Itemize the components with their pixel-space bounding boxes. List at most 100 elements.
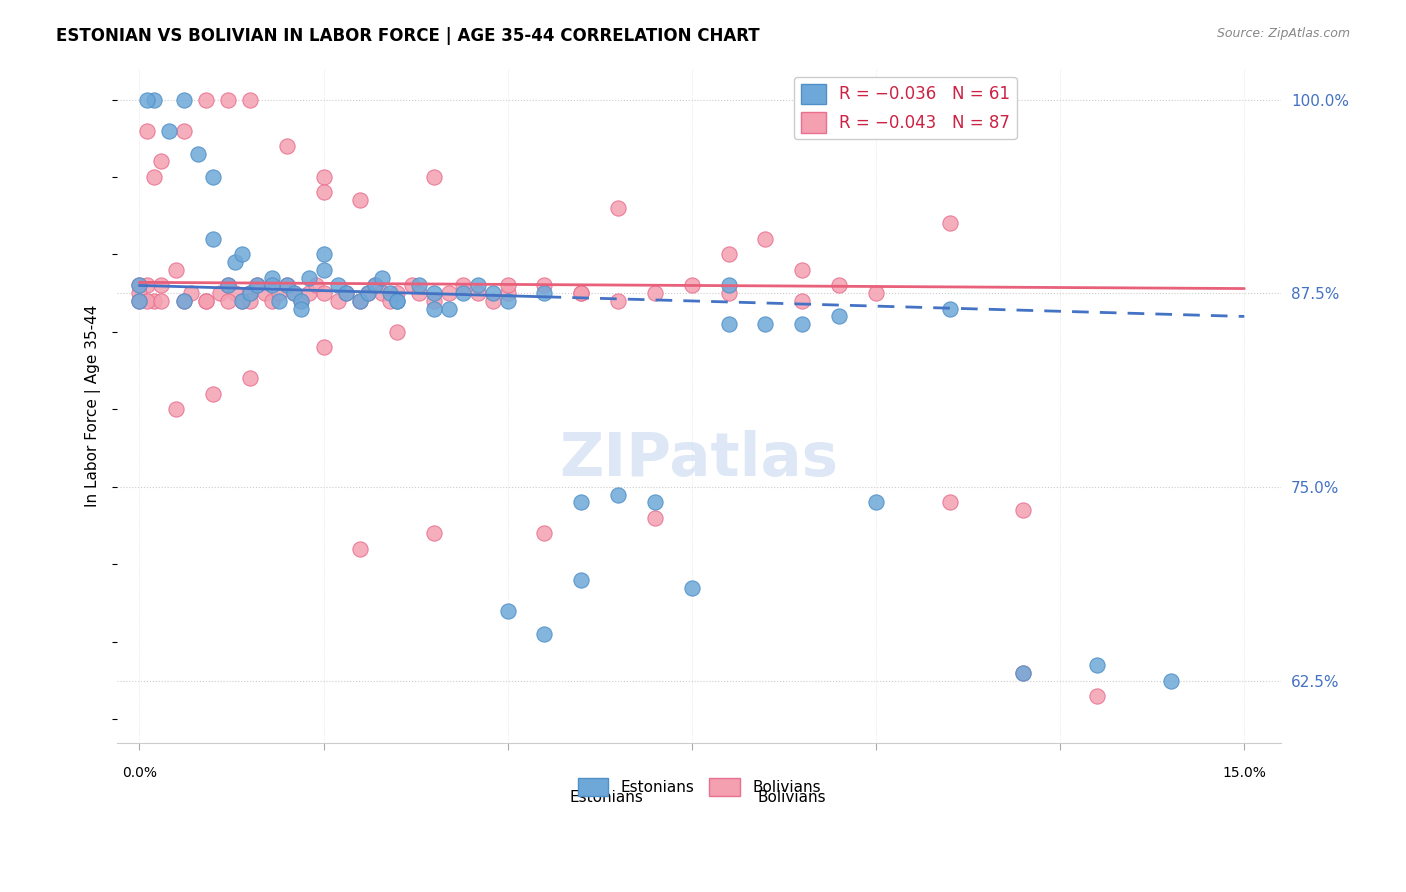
Point [239, 93, 262, 107]
Point [378, 286, 401, 301]
Point [260, 293, 283, 308]
Point [217, 278, 239, 293]
Point [143, 93, 166, 107]
Point [128, 278, 150, 293]
Point [349, 193, 371, 207]
Point [717, 286, 740, 301]
Point [533, 278, 555, 293]
Point [496, 286, 519, 301]
Point [135, 278, 157, 293]
Point [157, 123, 180, 137]
Point [496, 278, 519, 293]
Point [467, 286, 489, 301]
Text: 15.0%: 15.0% [1222, 766, 1267, 780]
Point [239, 286, 262, 301]
Point [865, 495, 887, 509]
Point [792, 293, 814, 308]
Point [283, 286, 305, 301]
Point [569, 495, 592, 509]
Point [717, 317, 740, 331]
Point [335, 286, 357, 301]
Point [385, 286, 408, 301]
Point [423, 293, 446, 308]
Point [335, 286, 357, 301]
Point [173, 293, 195, 308]
Point [328, 278, 350, 293]
Point [276, 278, 298, 293]
Point [217, 293, 239, 308]
Point [239, 371, 262, 385]
Point [194, 293, 217, 308]
Point [173, 93, 195, 107]
Point [305, 278, 328, 293]
Point [143, 169, 166, 184]
Point [209, 286, 232, 301]
Point [644, 495, 666, 509]
Point [533, 627, 555, 641]
Point [312, 169, 335, 184]
Point [865, 286, 887, 301]
Point [496, 604, 519, 618]
Point [246, 278, 269, 293]
Point [349, 293, 371, 308]
Point [607, 201, 630, 215]
Point [260, 270, 283, 285]
Point [792, 263, 814, 277]
Point [681, 278, 703, 293]
Point [202, 232, 225, 246]
Point [569, 286, 592, 301]
Point [150, 154, 173, 169]
Point [269, 293, 291, 308]
Point [371, 270, 394, 285]
Point [194, 293, 217, 308]
Point [312, 286, 335, 301]
Point [1085, 689, 1108, 703]
Point [349, 293, 371, 308]
Point [828, 278, 851, 293]
Point [312, 247, 335, 261]
Point [423, 169, 446, 184]
Point [371, 286, 394, 301]
Point [792, 317, 814, 331]
Point [1012, 665, 1035, 680]
Point [357, 286, 380, 301]
Point [173, 293, 195, 308]
Point [246, 278, 269, 293]
Point [253, 286, 276, 301]
Point [202, 387, 225, 401]
Point [260, 278, 283, 293]
Point [224, 286, 246, 301]
Point [194, 93, 217, 107]
Point [290, 293, 312, 308]
Point [467, 278, 489, 293]
Point [754, 232, 776, 246]
Point [408, 278, 430, 293]
Point [1012, 503, 1035, 517]
Point [298, 270, 321, 285]
Point [482, 293, 505, 308]
Point [231, 293, 253, 308]
Point [276, 278, 298, 293]
Point [681, 581, 703, 595]
Point [128, 286, 150, 301]
Point [135, 293, 157, 308]
Point [187, 146, 209, 161]
Point [165, 402, 187, 417]
Text: Source: ZipAtlas.com: Source: ZipAtlas.com [1216, 27, 1350, 40]
Text: Estonians: Estonians [569, 789, 643, 805]
Point [239, 286, 262, 301]
Text: ESTONIAN VS BOLIVIAN IN LABOR FORCE | AGE 35-44 CORRELATION CHART: ESTONIAN VS BOLIVIAN IN LABOR FORCE | AG… [56, 27, 759, 45]
Point [385, 325, 408, 339]
Point [533, 526, 555, 541]
Point [290, 301, 312, 316]
Point [349, 541, 371, 556]
Point [150, 278, 173, 293]
Point [453, 286, 475, 301]
Point [607, 488, 630, 502]
Point [437, 301, 460, 316]
Point [423, 286, 446, 301]
Point [938, 301, 960, 316]
Point [385, 293, 408, 308]
Point [1160, 673, 1182, 688]
Point [202, 169, 225, 184]
